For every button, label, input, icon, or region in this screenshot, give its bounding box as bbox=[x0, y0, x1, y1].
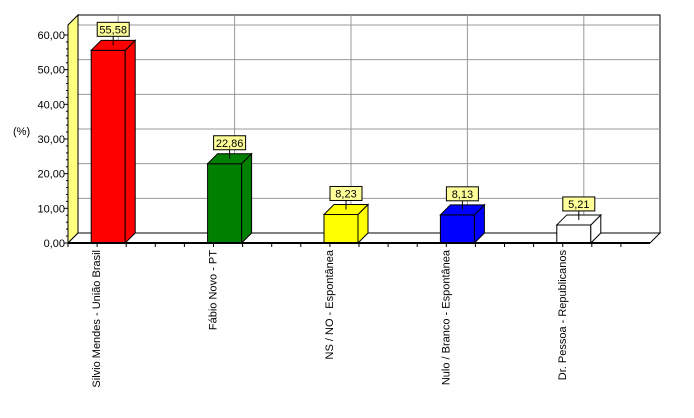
y-tick-label: 40,00 bbox=[37, 99, 65, 111]
data-label-box bbox=[329, 185, 363, 201]
y-tick-label: 50,00 bbox=[37, 65, 65, 77]
data-label-box bbox=[562, 196, 596, 212]
bar-1: 55,58 Silvio Mendes - União Brasil bbox=[89, 21, 137, 388]
side-wall bbox=[67, 13, 79, 245]
data-label: 5,21 bbox=[568, 199, 589, 211]
bar-3: 8,23 NS / NO - Espontânea bbox=[322, 185, 370, 359]
bar-front bbox=[556, 224, 592, 244]
bar-front bbox=[439, 214, 475, 244]
x-tick-label: Dr. Pessoa - Republicanos bbox=[557, 250, 569, 381]
y-tick-label: 20,00 bbox=[37, 169, 65, 181]
bar-side bbox=[124, 39, 136, 245]
x-tick-label: NS / NO - Espontânea bbox=[324, 249, 336, 359]
x-tick-label: Fábio Novo - PT bbox=[208, 250, 220, 330]
bar-side bbox=[241, 152, 253, 245]
data-label-box bbox=[96, 21, 130, 37]
bar-2: 22,86 Fábio Novo - PT bbox=[206, 135, 253, 330]
bar-4: 8,13 Nulo / Branco - Espontânea bbox=[439, 186, 486, 385]
y-tick-label: 60,00 bbox=[37, 30, 65, 42]
bar-front bbox=[323, 213, 359, 244]
data-label-box bbox=[213, 135, 247, 151]
data-label: 8,13 bbox=[452, 189, 473, 201]
x-tick-label: Nulo / Branco - Espontânea bbox=[440, 249, 452, 385]
y-tick-label: 0,00 bbox=[44, 238, 65, 250]
bar-front bbox=[207, 163, 243, 244]
bar-5: 5,21 Dr. Pessoa - Republicanos bbox=[555, 196, 603, 381]
y-tick-label: 10,00 bbox=[37, 203, 65, 215]
y-tick-label: 30,00 bbox=[37, 134, 65, 146]
data-label-box bbox=[445, 186, 479, 202]
data-label: 22,86 bbox=[216, 138, 244, 150]
data-label: 8,23 bbox=[335, 188, 356, 200]
data-label: 55,58 bbox=[99, 24, 127, 36]
x-tick-label: Silvio Mendes - União Brasil bbox=[91, 250, 103, 388]
y-axis-label: (%) bbox=[13, 126, 30, 138]
bar-front bbox=[90, 49, 126, 244]
